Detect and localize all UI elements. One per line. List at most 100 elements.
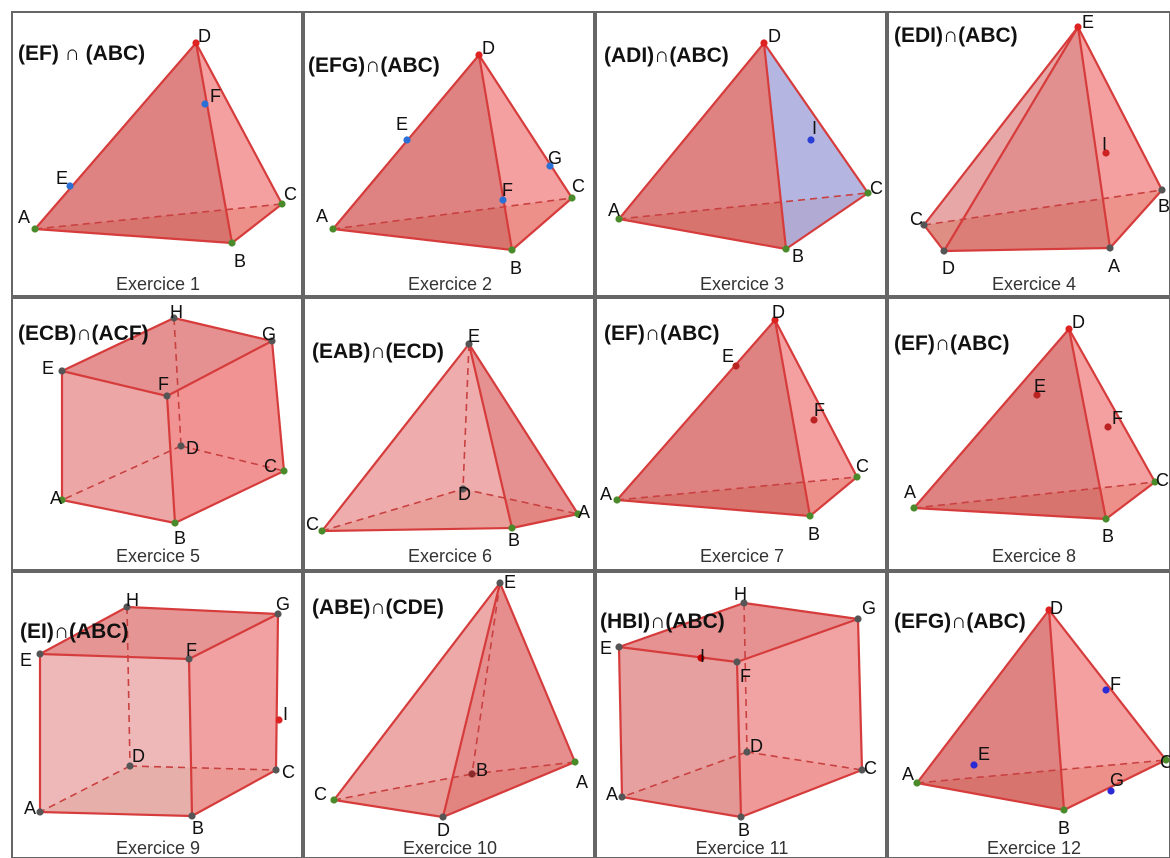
face-ehgf xyxy=(40,607,278,659)
edge-ea xyxy=(498,582,577,763)
point-b xyxy=(1060,806,1068,814)
vertex-label-f: F xyxy=(1110,674,1121,694)
vertex-label-c: C xyxy=(864,758,877,778)
vertex-label-i: I xyxy=(700,646,705,666)
exercise-title: (ECB)∩(ACF) xyxy=(18,322,149,345)
vertex-label-h: H xyxy=(126,590,139,610)
vertex-label-i: I xyxy=(283,704,288,724)
point-b xyxy=(171,519,179,527)
vertex-label-g: G xyxy=(262,324,276,344)
point-f xyxy=(1102,686,1110,694)
point-a xyxy=(31,225,39,233)
vertex-label-e: E xyxy=(978,744,990,764)
edge-fg xyxy=(188,613,279,660)
vertex-label-f: F xyxy=(186,640,197,660)
exercise-caption: Exercice 10 xyxy=(403,838,497,858)
exercise-caption: Exercice 8 xyxy=(992,546,1076,566)
vertex-label-e: E xyxy=(468,326,480,346)
face-fgcb xyxy=(189,614,278,816)
edge-ef xyxy=(61,369,168,398)
exercise-title: (ADI)∩(ABC) xyxy=(604,44,729,67)
vertex-label-h: H xyxy=(170,302,183,322)
point-c xyxy=(858,766,866,774)
edge-da xyxy=(616,319,776,501)
point-i xyxy=(697,654,705,662)
hidden-edge-ac xyxy=(616,476,858,501)
point-b xyxy=(782,245,790,253)
edge-fb xyxy=(735,661,743,818)
edge-dc xyxy=(1048,609,1167,761)
hidden-edge-hd xyxy=(743,602,748,753)
vertex-label-c: C xyxy=(870,178,883,198)
point-f xyxy=(499,196,507,204)
exercise-title: (EF)∩(ABC) xyxy=(604,322,719,345)
edge-ef xyxy=(39,652,190,661)
vertex-label-c: C xyxy=(572,176,585,196)
vertex-label-f: F xyxy=(158,374,169,394)
point-d xyxy=(177,442,185,450)
point-g xyxy=(1107,787,1115,795)
exercise-caption: Exercice 2 xyxy=(408,274,492,294)
edge-da xyxy=(913,328,1070,509)
edge-ef xyxy=(618,645,738,664)
vertex-label-e: E xyxy=(56,168,68,188)
edge-db xyxy=(762,42,788,250)
vertex-label-a: A xyxy=(1108,256,1120,276)
point-a xyxy=(910,504,918,512)
vertex-label-d: D xyxy=(132,746,145,766)
vertex-label-i: I xyxy=(812,118,817,138)
point-g xyxy=(268,337,276,345)
edge-da xyxy=(943,246,1111,253)
point-b xyxy=(228,239,236,247)
point-b xyxy=(806,512,814,520)
edge-ab xyxy=(916,781,1065,812)
hidden-edge-ac xyxy=(916,759,1167,784)
vertex-label-f: F xyxy=(502,180,513,200)
edge-ed xyxy=(441,582,502,818)
hidden-edge-cd xyxy=(321,488,464,532)
vertex-label-d: D xyxy=(198,26,211,46)
face-eda xyxy=(443,583,575,817)
exercise-caption: Exercice 9 xyxy=(116,838,200,858)
edge-ba xyxy=(511,512,579,530)
vertex-label-e: E xyxy=(1034,376,1046,396)
exercise-title: (EF) ∩ (ABC) xyxy=(18,42,145,65)
face-ehgf xyxy=(62,318,272,396)
vertex-label-e: E xyxy=(1082,12,1094,32)
vertex-label-d: D xyxy=(1050,598,1063,618)
point-c xyxy=(568,194,576,202)
edge-bc xyxy=(1105,481,1156,520)
vertex-label-g: G xyxy=(276,594,290,614)
vertex-label-e: E xyxy=(722,346,734,366)
face-efba xyxy=(40,654,192,816)
edge-ab xyxy=(61,498,176,525)
point-f xyxy=(810,416,818,424)
point-e xyxy=(615,643,623,651)
exercise-panel-6: A B C D E (EAB)∩(ECD) Exercice 6 xyxy=(303,297,595,571)
point-d xyxy=(771,316,779,324)
edge-dc xyxy=(763,42,869,194)
vertex-label-e: E xyxy=(42,358,54,378)
point-g xyxy=(854,615,862,623)
vertex-label-a: A xyxy=(24,798,36,818)
edge-fb xyxy=(187,658,194,817)
point-i xyxy=(1102,149,1110,157)
exercise-caption: Exercice 4 xyxy=(992,274,1076,294)
vertex-label-g: G xyxy=(1110,770,1124,790)
point-c xyxy=(853,473,861,481)
vertex-label-e: E xyxy=(20,650,32,670)
point-i xyxy=(275,716,283,724)
point-c xyxy=(330,796,338,804)
vertex-label-b: B xyxy=(738,820,750,840)
point-b xyxy=(508,246,516,254)
vertex-label-b: B xyxy=(1058,818,1070,838)
exercise-panel-11: A B C D E F G H I (HBI)∩(ABC) Exercice 11 xyxy=(595,571,887,858)
exercise-panel-9: A B C D E F G H I (EI)∩(ABC) Exercice 9 xyxy=(11,571,303,858)
edge-ab xyxy=(34,227,233,245)
hidden-edge-da xyxy=(39,765,131,813)
vertex-label-c: C xyxy=(306,514,319,534)
point-d xyxy=(439,813,447,821)
edge-cd xyxy=(923,224,945,252)
vertex-label-d: D xyxy=(942,258,955,278)
point-a xyxy=(574,510,582,518)
